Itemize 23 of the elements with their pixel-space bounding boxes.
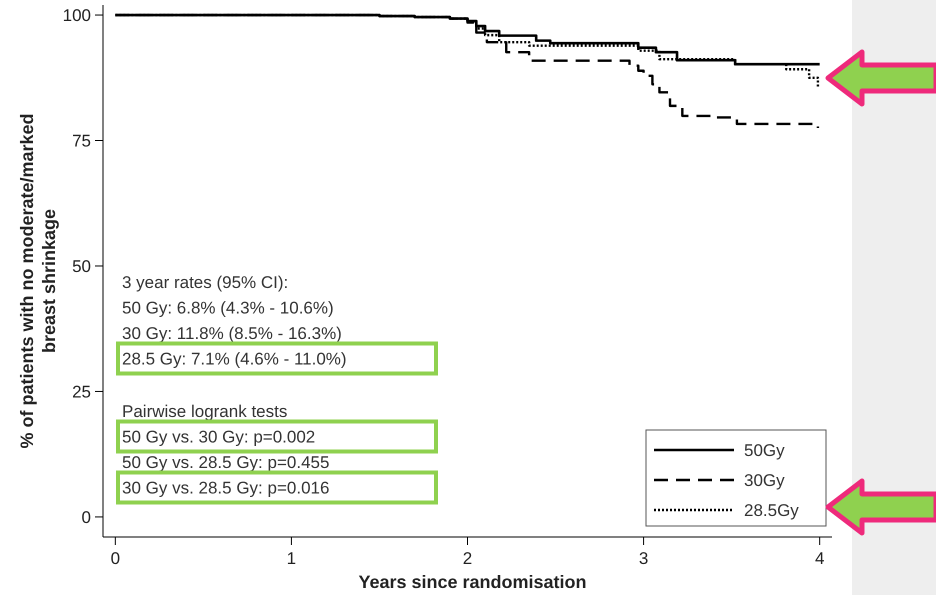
annotation: 3 year rates (95% CI):	[122, 273, 288, 292]
y-tick-label: 75	[72, 131, 91, 150]
x-tick-label: 0	[110, 549, 120, 568]
legend-label: 28.5Gy	[744, 500, 800, 520]
y-tick-label: 25	[72, 382, 91, 402]
annotation: 50 Gy vs. 28.5 Gy: p=0.455	[122, 453, 330, 472]
x-tick-label: 2	[462, 549, 472, 568]
annotation: 28.5 Gy: 7.1% (4.6% - 11.0%)	[122, 350, 347, 368]
annotation: 50 Gy vs. 30 Gy: p=0.002	[122, 428, 316, 446]
annotation: Pairwise logrank tests	[122, 402, 288, 421]
y-tick-label: 100	[62, 6, 91, 25]
y-tick-label: 50	[72, 256, 91, 276]
annotation: 30 Gy: 11.8% (8.5% - 16.3%)	[122, 324, 342, 343]
x-tick-label: 1	[286, 549, 296, 568]
x-tick-label: 4	[814, 549, 824, 568]
x-tick-label: 3	[638, 549, 648, 568]
y-axis-title: % of patients with no moderate/marked breast shrinkage	[17, 113, 59, 449]
annotation: 30 Gy vs. 28.5 Gy: p=0.016	[122, 478, 330, 498]
legend-label: 50Gy	[744, 440, 786, 460]
y-tick-label: 0	[82, 508, 91, 527]
annotation: 50 Gy: 6.8% (4.3% - 10.6%)	[122, 298, 334, 318]
x-axis-title: Years since randomisation	[358, 572, 587, 592]
legend-label: 30Gy	[744, 470, 786, 490]
